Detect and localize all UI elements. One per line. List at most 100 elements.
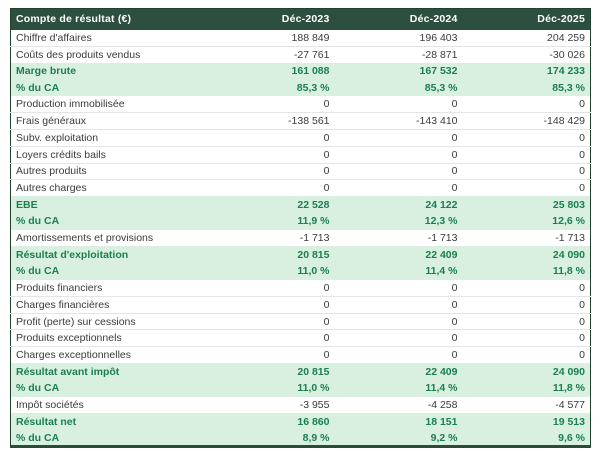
row-value: 20 815 <box>206 363 335 380</box>
row-label: Impôt sociétés <box>10 396 207 414</box>
row-value: 161 088 <box>206 62 335 80</box>
row-value: 22 528 <box>206 196 335 214</box>
row-value: 0 <box>334 346 463 364</box>
row-value: 0 <box>462 96 591 114</box>
table-row: Marge brute 161 088 167 532 174 233 <box>10 62 591 80</box>
row-value: -4 577 <box>462 396 591 414</box>
row-value: 0 <box>334 279 463 297</box>
column-header-dec-2024: Déc-2024 <box>334 8 463 30</box>
row-value: 9,6 % <box>462 430 591 447</box>
row-value: 85,3 % <box>206 79 335 97</box>
row-value: -1 713 <box>334 229 463 247</box>
table-row: Loyers crédits bails 0 0 0 <box>10 146 591 164</box>
row-label: Résultat d'exploitation <box>10 246 207 264</box>
row-value: 24 090 <box>462 363 591 380</box>
row-value: 11,0 % <box>206 379 335 397</box>
row-value: 167 532 <box>334 62 463 80</box>
row-label: EBE <box>10 196 207 214</box>
row-value: 11,4 % <box>334 263 463 280</box>
row-value: 196 403 <box>334 29 463 47</box>
row-value: 0 <box>462 163 591 181</box>
row-label: % du CA <box>10 263 207 280</box>
row-label: Produits financiers <box>10 279 207 297</box>
row-value: 9,2 % <box>334 430 463 447</box>
row-value: 16 860 <box>206 413 335 430</box>
row-label: Amortissements et provisions <box>10 229 207 247</box>
row-value: 0 <box>334 146 463 164</box>
row-value: 0 <box>334 96 463 114</box>
row-value: 174 233 <box>462 62 591 80</box>
income-statement-table: Compte de résultat (€) Déc-2023 Déc-2024… <box>10 8 591 449</box>
row-label: Produits exceptionnels <box>10 329 207 348</box>
row-value: 12,3 % <box>334 213 463 230</box>
row-value: 0 <box>462 279 591 297</box>
row-value: 25 803 <box>462 196 591 214</box>
row-value: 0 <box>206 129 335 147</box>
table-row: Produits financiers 0 0 0 <box>10 279 591 297</box>
table-row: Subv. exploitation 0 0 0 <box>10 129 591 147</box>
row-value: -1 713 <box>206 229 335 247</box>
row-value: 85,3 % <box>462 79 591 97</box>
table-row: % du CA 11,9 % 12,3 % 12,6 % <box>10 213 591 230</box>
row-value: 22 409 <box>334 246 463 264</box>
row-label: Subv. exploitation <box>10 129 207 147</box>
row-value: 18 151 <box>334 413 463 430</box>
row-value: -148 429 <box>462 112 591 131</box>
row-value: 0 <box>206 179 335 197</box>
row-value: -30 026 <box>462 46 591 63</box>
table-row: Coûts des produits vendus -27 761 -28 871-… <box>10 46 591 63</box>
row-value: 0 <box>462 129 591 147</box>
row-value: 0 <box>462 296 591 314</box>
row-value: 0 <box>206 163 335 181</box>
row-label: % du CA <box>10 79 207 97</box>
row-label: Frais généraux <box>10 112 207 131</box>
row-value: 0 <box>462 179 591 197</box>
table-row: Frais généraux -138 561 -143 410 -148 429 <box>10 112 591 131</box>
row-value: -3 955 <box>206 396 335 414</box>
row-value: 8,9 % <box>206 430 335 447</box>
row-value: 20 815 <box>206 246 335 264</box>
table-row: Autres charges 0 0 0 <box>10 179 591 197</box>
row-value: 0 <box>334 179 463 197</box>
row-label: Loyers crédits bails <box>10 146 207 164</box>
table-header: Compte de résultat (€) Déc-2023 Déc-2024… <box>10 8 591 30</box>
row-value: 11,9 % <box>206 213 335 230</box>
column-header-dec-2025: Déc-2025 <box>462 8 591 30</box>
row-value: 0 <box>334 329 463 348</box>
row-value: 11,4 % <box>334 379 463 397</box>
row-value: 0 <box>206 296 335 314</box>
row-value: -4 258 <box>334 396 463 414</box>
table-row: Résultat d'exploitation 20 815 22 409 24 09… <box>10 246 591 264</box>
column-header-dec-2023: Déc-2023 <box>206 8 335 30</box>
row-value: 0 <box>462 346 591 364</box>
row-value: 0 <box>206 96 335 114</box>
row-label: Autres charges <box>10 179 207 197</box>
row-value: 24 090 <box>462 246 591 264</box>
row-value: -27 761 <box>206 46 335 63</box>
row-label: Production immobilisée <box>10 96 207 114</box>
table-row: Charges financières 0 0 0 <box>10 296 591 314</box>
row-label: Coûts des produits vendus <box>10 46 207 63</box>
row-value: 0 <box>206 313 335 331</box>
row-value: -138 561 <box>206 112 335 131</box>
row-value: -28 871 <box>334 46 463 63</box>
row-value: 11,8 % <box>462 263 591 280</box>
row-label: Charges exceptionnelles <box>10 346 207 364</box>
table-row: Chiffre d'affaires 188 849 196 403 204 259 <box>10 29 591 47</box>
table-row: % du CA 11,0 % 11,4 % 11,8 % <box>10 379 591 397</box>
table-row: % du CA 8,9 % 9,2 % 9,6 % <box>10 430 591 447</box>
table-row: Profit (perte) sur cessions 0 0 0 <box>10 313 591 331</box>
row-value: 0 <box>206 329 335 348</box>
row-label: Profit (perte) sur cessions <box>10 313 207 331</box>
row-value: 0 <box>334 129 463 147</box>
row-value: 24 122 <box>334 196 463 214</box>
row-label: Chiffre d'affaires <box>10 29 207 47</box>
row-value: 19 513 <box>462 413 591 430</box>
row-value: 12,6 % <box>462 213 591 230</box>
row-value: -1 713 <box>462 229 591 247</box>
row-label: Autres produits <box>10 163 207 181</box>
row-value: 204 259 <box>462 29 591 47</box>
header-row: Compte de résultat (€) Déc-2023 Déc-2024… <box>10 8 591 30</box>
table-row: Résultat avant impôt 20 815 22 409 24 090 <box>10 363 591 380</box>
